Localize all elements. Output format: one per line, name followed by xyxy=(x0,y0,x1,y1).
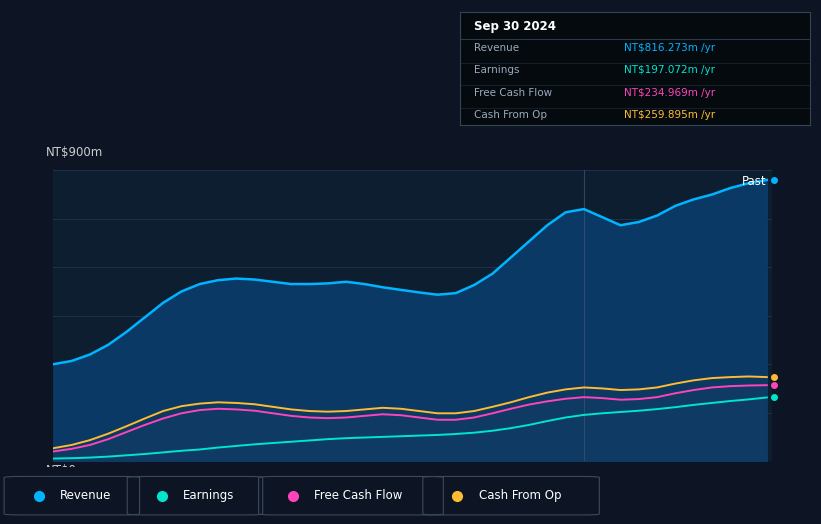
Text: NT$197.072m /yr: NT$197.072m /yr xyxy=(625,65,715,75)
Text: Free Cash Flow: Free Cash Flow xyxy=(474,88,553,97)
Text: NT$234.969m /yr: NT$234.969m /yr xyxy=(625,88,716,97)
Text: NT$0: NT$0 xyxy=(46,464,77,477)
Text: Revenue: Revenue xyxy=(60,489,112,502)
Text: Revenue: Revenue xyxy=(474,42,519,52)
Text: Earnings: Earnings xyxy=(474,65,520,75)
Text: Free Cash Flow: Free Cash Flow xyxy=(314,489,403,502)
Text: Past: Past xyxy=(742,174,767,188)
Text: NT$900m: NT$900m xyxy=(46,146,103,159)
Text: Earnings: Earnings xyxy=(183,489,235,502)
Text: Cash From Op: Cash From Op xyxy=(474,111,547,121)
Text: NT$816.273m /yr: NT$816.273m /yr xyxy=(625,42,716,52)
Text: Sep 30 2024: Sep 30 2024 xyxy=(474,20,556,33)
Text: NT$259.895m /yr: NT$259.895m /yr xyxy=(625,111,716,121)
Text: Cash From Op: Cash From Op xyxy=(479,489,561,502)
